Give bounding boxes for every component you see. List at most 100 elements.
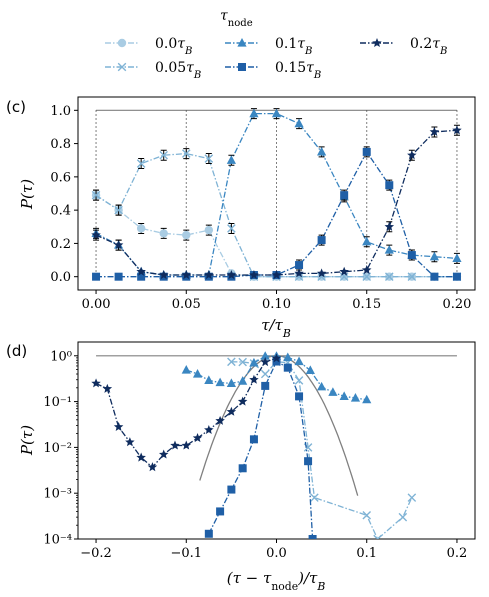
series [91, 124, 462, 280]
data-point [295, 392, 304, 401]
series-line [95, 357, 277, 469]
data-point [238, 464, 247, 473]
data-point [159, 150, 169, 160]
data-point [170, 440, 180, 450]
x-tick-label: −0.1 [170, 546, 202, 561]
panel-d-x-label: (τ − τnode​)/τB​ [227, 569, 326, 593]
legend-marker [238, 63, 246, 71]
data-point [113, 240, 124, 250]
data-point [226, 155, 236, 164]
data-point [373, 534, 382, 539]
data-point [227, 357, 236, 367]
data-point [216, 507, 225, 516]
legend-marker [117, 62, 127, 72]
x-tick-label: 0.15 [352, 297, 381, 312]
data-point [362, 147, 371, 156]
legend: τnode​ 0.0τB​ 0.05τB​ 0.1τB​ 0.15τB​ 0.2τB​ [105, 8, 447, 81]
series [204, 357, 317, 539]
x-tick-label: 0.10 [262, 297, 291, 312]
data-point [113, 421, 124, 431]
data-point [271, 108, 282, 118]
panel-c: (c) 0.00 0.05 0.10 0.15 0.20 0.0 0.2 0.4 0.6 0.8… [6, 96, 476, 340]
data-point [226, 406, 237, 416]
x-tick-label: 0.05 [172, 297, 201, 312]
panel-c-label: (c) [6, 98, 26, 116]
series [91, 148, 462, 281]
data-point [452, 272, 461, 281]
data-point [339, 266, 349, 276]
legend-label: 0.0τB​ [155, 36, 192, 57]
data-point [317, 236, 326, 245]
data-point [384, 221, 395, 231]
panel-c-y-ticks: 0.0 0.2 0.4 0.6 0.8 1.0 [50, 104, 78, 285]
data-point [215, 415, 225, 425]
data-point [159, 229, 168, 238]
data-point [249, 108, 259, 118]
data-point [260, 351, 270, 360]
y-tick-label: 0.0 [50, 270, 71, 285]
data-point [125, 437, 135, 447]
data-point [283, 363, 292, 372]
data-point [181, 270, 192, 280]
data-point [452, 253, 462, 262]
legend-entry: 0.05τB​ [105, 60, 201, 81]
data-point [384, 245, 394, 254]
data-point [283, 352, 293, 362]
data-point [238, 357, 247, 367]
data-point [317, 272, 326, 281]
data-point [204, 154, 214, 163]
data-point [429, 251, 439, 261]
data-point [136, 224, 146, 233]
series [91, 353, 282, 472]
data-point [271, 270, 282, 280]
x-tick-label: 0.2 [447, 546, 468, 561]
data-point [91, 190, 101, 200]
data-point [328, 387, 338, 396]
data-point [261, 381, 270, 390]
data-point [317, 146, 327, 156]
data-point [407, 150, 417, 160]
series [91, 108, 462, 279]
data-point [204, 375, 214, 385]
y-tick-label: 10⁻⁴ [43, 533, 72, 548]
y-tick-label: 0.8 [50, 137, 71, 152]
data-point [92, 272, 101, 281]
panel-d-frame [77, 341, 476, 540]
legend-marker [372, 38, 382, 48]
legend-marker [237, 38, 247, 47]
panel-c-frame [77, 96, 476, 291]
data-point [249, 435, 258, 444]
data-point [294, 376, 304, 385]
legend-label: 0.05τB​ [155, 60, 201, 81]
y-tick-label: 10⁻³ [43, 487, 72, 502]
data-point [204, 529, 213, 538]
data-point [114, 205, 123, 215]
data-point [204, 270, 214, 280]
data-point [227, 224, 236, 233]
legend-entry: 0.0τB​ [105, 36, 192, 57]
x-tick-label: 0.00 [82, 297, 111, 312]
data-point [260, 357, 270, 367]
series-line [95, 152, 457, 278]
data-point [362, 272, 372, 281]
gaussian-curve [199, 355, 359, 496]
series-line [208, 360, 314, 539]
data-point [398, 512, 408, 522]
data-point [136, 452, 146, 462]
panel-c-x-label: τ/τB​ [261, 316, 291, 340]
data-point [350, 392, 361, 402]
y-tick-label: 1.0 [50, 104, 71, 119]
data-point [158, 449, 169, 459]
data-point [204, 225, 214, 235]
panel-c-series [91, 108, 462, 281]
data-point [294, 356, 304, 366]
legend-label: 0.1τB​ [275, 36, 312, 57]
series-line [95, 129, 458, 276]
data-point [452, 125, 462, 135]
data-point [136, 266, 146, 276]
data-point [295, 261, 304, 270]
data-point [294, 268, 304, 278]
y-tick-label: 10⁻² [43, 441, 72, 456]
data-point [407, 272, 417, 281]
